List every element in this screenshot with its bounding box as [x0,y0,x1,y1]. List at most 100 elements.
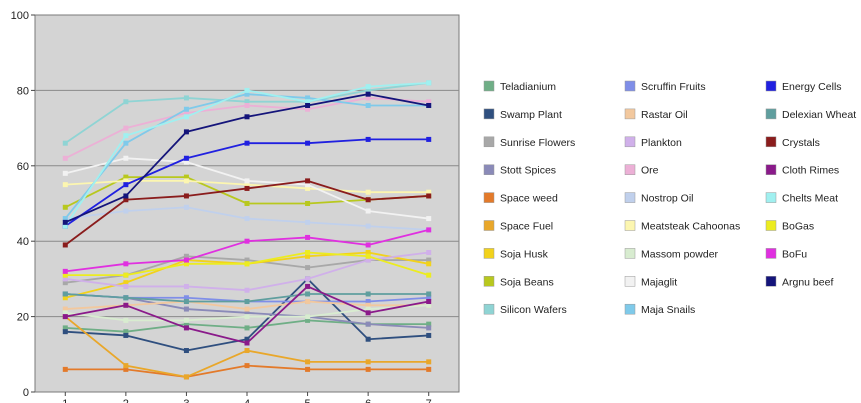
data-point [183,155,189,161]
x-tick-label: 5 [305,398,311,403]
x-tick-label: 4 [244,398,250,403]
legend-item: Chelts Meat [765,192,838,205]
legend-swatch [624,276,636,287]
y-tick-label: 0 [23,387,29,399]
data-point [183,106,189,112]
data-point [123,182,129,188]
data-point [305,99,311,105]
legend-item: Meatsteak Cahoonas [624,220,740,233]
data-point [365,336,371,342]
data-point [123,197,129,203]
data-point [183,283,189,289]
data-point [244,182,250,188]
data-point [244,325,250,331]
data-point [244,287,250,293]
x-tick-label: 1 [62,398,68,403]
data-point [365,366,371,372]
legend-swatch [765,108,777,120]
data-point [244,306,250,312]
legend-swatch [483,108,495,120]
legend-label: Silicon Wafers [500,304,567,316]
data-point [62,182,68,188]
data-point [183,306,189,312]
data-point [426,189,432,195]
legend-item: Swamp Plant [483,108,562,121]
legend-item: Stott Spices [483,164,556,177]
y-tick-label: 40 [17,236,29,248]
data-point [365,189,371,195]
data-point [244,102,250,108]
series-bogas [62,250,432,278]
data-point [123,366,129,372]
data-point [183,261,189,267]
data-point [305,299,311,305]
data-point [426,216,432,222]
data-point [365,291,371,297]
data-point [123,302,129,308]
data-point [426,291,432,297]
data-point [365,95,371,101]
legend-item: Silicon Wafers [483,303,567,316]
legend-swatch [624,248,636,259]
data-point [183,299,189,305]
data-point [123,178,129,184]
legend-label: Stott Spices [500,165,556,177]
legend-swatch [483,192,495,203]
legend-item: Ore [624,164,659,177]
legend-swatch [483,136,495,148]
data-point [244,216,250,222]
series-swamp-plant [62,276,432,354]
series-group [62,80,432,380]
legend-label: Teladianium [500,81,556,93]
data-point [62,272,68,278]
data-point [183,159,189,165]
series-massom-powder [62,302,432,323]
legend-label: Rastar Oil [641,109,688,121]
legend-item: Space weed [483,192,558,205]
legend-swatch [624,108,636,120]
data-point [62,216,68,222]
legend-label: Maja Snails [641,304,695,316]
data-point [62,268,68,274]
series-argnu-beef [62,91,432,225]
legend-item: Soja Beans [483,276,554,288]
data-point [244,348,250,354]
data-point [365,136,371,142]
data-point [426,295,432,301]
series-plankton [62,250,432,293]
data-point [62,325,68,331]
data-point [426,325,432,331]
legend-label: Delexian Wheat [782,109,856,121]
data-point [123,332,129,338]
data-point [426,80,432,86]
legend-item: BoGas [765,220,814,233]
data-point [183,114,189,120]
data-point [426,299,432,305]
data-point [62,155,68,161]
data-point [365,102,371,108]
data-point [244,99,250,105]
data-point [305,250,311,256]
x-tick-label: 6 [365,398,371,403]
x-tick-label: 2 [123,398,129,403]
data-point [365,223,371,229]
data-point [426,261,432,267]
legend-label: Massom powder [641,248,719,260]
data-point [305,182,311,188]
data-point [426,302,432,308]
legend-label: Plankton [641,137,682,149]
data-point [244,363,250,369]
legend-label: Soja Beans [500,276,554,288]
data-point [365,87,371,93]
data-point [365,321,371,327]
data-point [123,363,129,369]
data-point [426,257,432,263]
data-point [305,178,311,184]
legend-label: Crystals [782,137,820,149]
y-tick-label: 60 [17,161,29,173]
data-point [244,185,250,191]
data-point [365,253,371,259]
legend-label: Sunrise Flowers [500,137,575,149]
legend-swatch [483,303,495,315]
data-point [365,257,371,263]
